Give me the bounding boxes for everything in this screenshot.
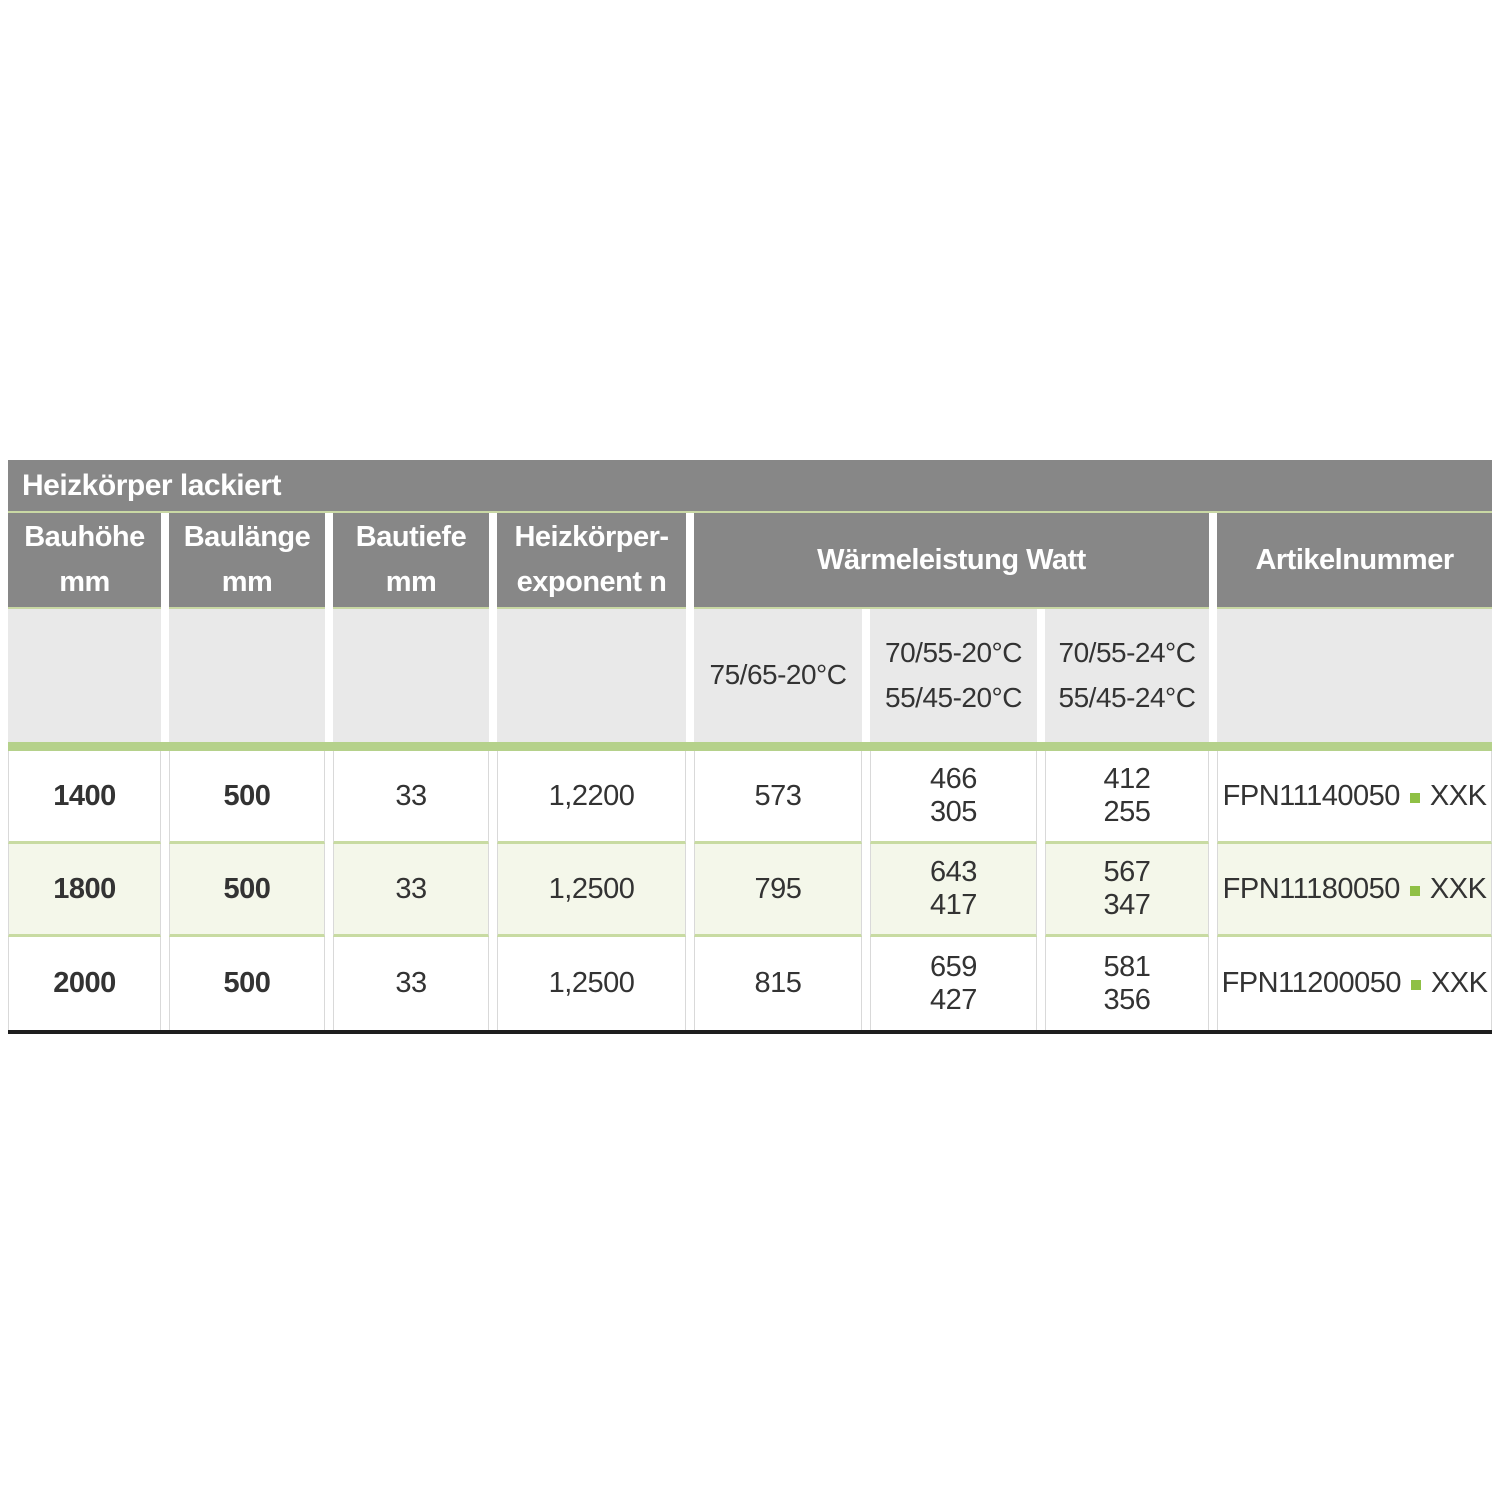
- cell-watt-75-65: 815: [694, 937, 862, 1030]
- subheader-empty-2: [169, 609, 325, 742]
- spec-table: Heizkörper lackiert Bauhöhe mm Baulänge …: [0, 460, 1500, 1034]
- cell-baulaenge: 500: [169, 844, 325, 937]
- cell-watt-value: 417: [930, 889, 977, 921]
- cell-artikelnummer: FPN11180050 XXK: [1217, 844, 1493, 937]
- cell-watt-value: 643: [930, 856, 977, 888]
- cell-baulaenge: 500: [169, 937, 325, 1030]
- cell-watt-70-55-24: 581 356: [1045, 937, 1209, 1030]
- cell-watt-value: 581: [1103, 950, 1151, 983]
- cell-watt-value: 567: [1103, 856, 1151, 888]
- table-title-bar: Heizkörper lackiert: [8, 460, 1493, 513]
- col-header-waermeleistung: Wärmeleistung Watt: [694, 513, 1209, 609]
- cell-bauhoehe: 2000: [8, 937, 161, 1030]
- col-header-bautiefe: Bautiefe mm: [333, 513, 489, 609]
- cell-bautiefe: 33: [333, 751, 489, 844]
- subheader-empty-artikel: [1217, 609, 1493, 742]
- cell-watt-70-55-24: 567 347: [1045, 844, 1209, 937]
- col-header-artikelnummer: Artikelnummer: [1217, 513, 1493, 609]
- table-row: 2000 500 33 1,2500 815 659 427 581 356 F…: [8, 937, 1493, 1030]
- subheader-empty-1: [8, 609, 161, 742]
- col-header-baulaenge-line1: Baulänge: [183, 521, 311, 554]
- green-square-icon: [1409, 792, 1420, 803]
- cell-exponent: 1,2500: [497, 937, 686, 1030]
- subheader-temp-75-65: 75/65-20°C: [694, 609, 862, 742]
- cell-artikelnummer: FPN11200050 XXK: [1217, 937, 1493, 1030]
- col-header-baulaenge: Baulänge mm: [169, 513, 325, 609]
- header-row: Bauhöhe mm Baulänge mm Bautiefe mm Heizk…: [8, 513, 1493, 609]
- subheader-temp-70-55-24: 70/55-24°C 55/45-24°C: [1045, 609, 1209, 742]
- cell-artikelnummer: FPN11140050 XXK: [1217, 751, 1493, 844]
- col-header-baulaenge-line2: mm: [221, 566, 273, 598]
- subheader-empty-3: [333, 609, 489, 742]
- artikel-suffix: XXK: [1430, 967, 1488, 999]
- cell-watt-value: 412: [1103, 763, 1151, 795]
- col-header-exponent: Heizkörper- exponent n: [497, 513, 686, 609]
- cell-bauhoehe: 1400: [8, 751, 161, 844]
- cell-watt-70-55-24: 412 255: [1045, 751, 1209, 844]
- subheader-temp-70-55-24-line1: 70/55-24°C: [1058, 636, 1196, 668]
- title-row: Heizkörper lackiert: [8, 460, 1493, 513]
- cell-exponent: 1,2200: [497, 751, 686, 844]
- cell-baulaenge: 500: [169, 751, 325, 844]
- bottom-border-row: [8, 1030, 1493, 1034]
- cell-exponent: 1,2500: [497, 844, 686, 937]
- cell-watt-value: 659: [930, 950, 977, 983]
- cell-watt-70-55-20: 643 417: [870, 844, 1037, 937]
- subheader-temp-70-55-24-line2: 55/45-24°C: [1058, 681, 1196, 713]
- table-row: 1800 500 33 1,2500 795 643 417 567 347 F…: [8, 844, 1493, 937]
- cell-watt-value: 305: [930, 796, 977, 828]
- artikel-suffix: XXK: [1429, 872, 1487, 905]
- cell-watt-value: 427: [930, 983, 977, 1016]
- artikel-suffix: XXK: [1429, 779, 1487, 812]
- artikel-code: FPN11140050: [1222, 779, 1401, 812]
- col-header-bautiefe-line2: mm: [385, 566, 437, 598]
- col-header-bauhoehe-line1: Bauhöhe: [24, 521, 145, 554]
- green-accent-band: [8, 742, 1493, 751]
- cell-watt-value: 466: [930, 763, 977, 795]
- cell-watt-value: 347: [1103, 889, 1151, 921]
- subheader-temp-70-55-20: 70/55-20°C 55/45-20°C: [870, 609, 1037, 742]
- col-header-exponent-line2: exponent n: [516, 566, 667, 598]
- green-square-icon: [1410, 980, 1421, 990]
- accent-band-row: [8, 742, 1493, 751]
- col-header-bauhoehe: Bauhöhe mm: [8, 513, 161, 609]
- cell-watt-75-65: 573: [694, 751, 862, 844]
- subheader-row: 75/65-20°C 70/55-20°C 55/45-20°C 70/55-2…: [8, 609, 1493, 742]
- table-row: 1400 500 33 1,2200 573 466 305 412 255 F…: [8, 751, 1493, 844]
- cell-bautiefe: 33: [333, 844, 489, 937]
- cell-watt-70-55-20: 659 427: [870, 937, 1037, 1030]
- cell-watt-value: 255: [1103, 796, 1151, 828]
- artikel-code: FPN11200050: [1221, 967, 1402, 999]
- cell-watt-value: 356: [1103, 983, 1151, 1016]
- cell-watt-75-65: 795: [694, 844, 862, 937]
- subheader-temp-70-55-20-line1: 70/55-20°C: [885, 636, 1022, 668]
- subheader-temp-70-55-20-line2: 55/45-20°C: [885, 681, 1022, 713]
- artikel-code: FPN11180050: [1222, 872, 1401, 905]
- table-title: Heizkörper lackiert: [22, 468, 281, 502]
- cell-bautiefe: 33: [333, 937, 489, 1030]
- cell-bauhoehe: 1800: [8, 844, 161, 937]
- col-header-bautiefe-line1: Bautiefe: [355, 521, 467, 554]
- green-square-icon: [1409, 885, 1420, 896]
- cell-watt-70-55-20: 466 305: [870, 751, 1037, 844]
- col-header-exponent-line1: Heizkörper-: [514, 521, 669, 554]
- col-header-bauhoehe-line2: mm: [59, 566, 110, 598]
- table-bottom-border: [8, 1030, 1493, 1034]
- subheader-empty-4: [497, 609, 686, 742]
